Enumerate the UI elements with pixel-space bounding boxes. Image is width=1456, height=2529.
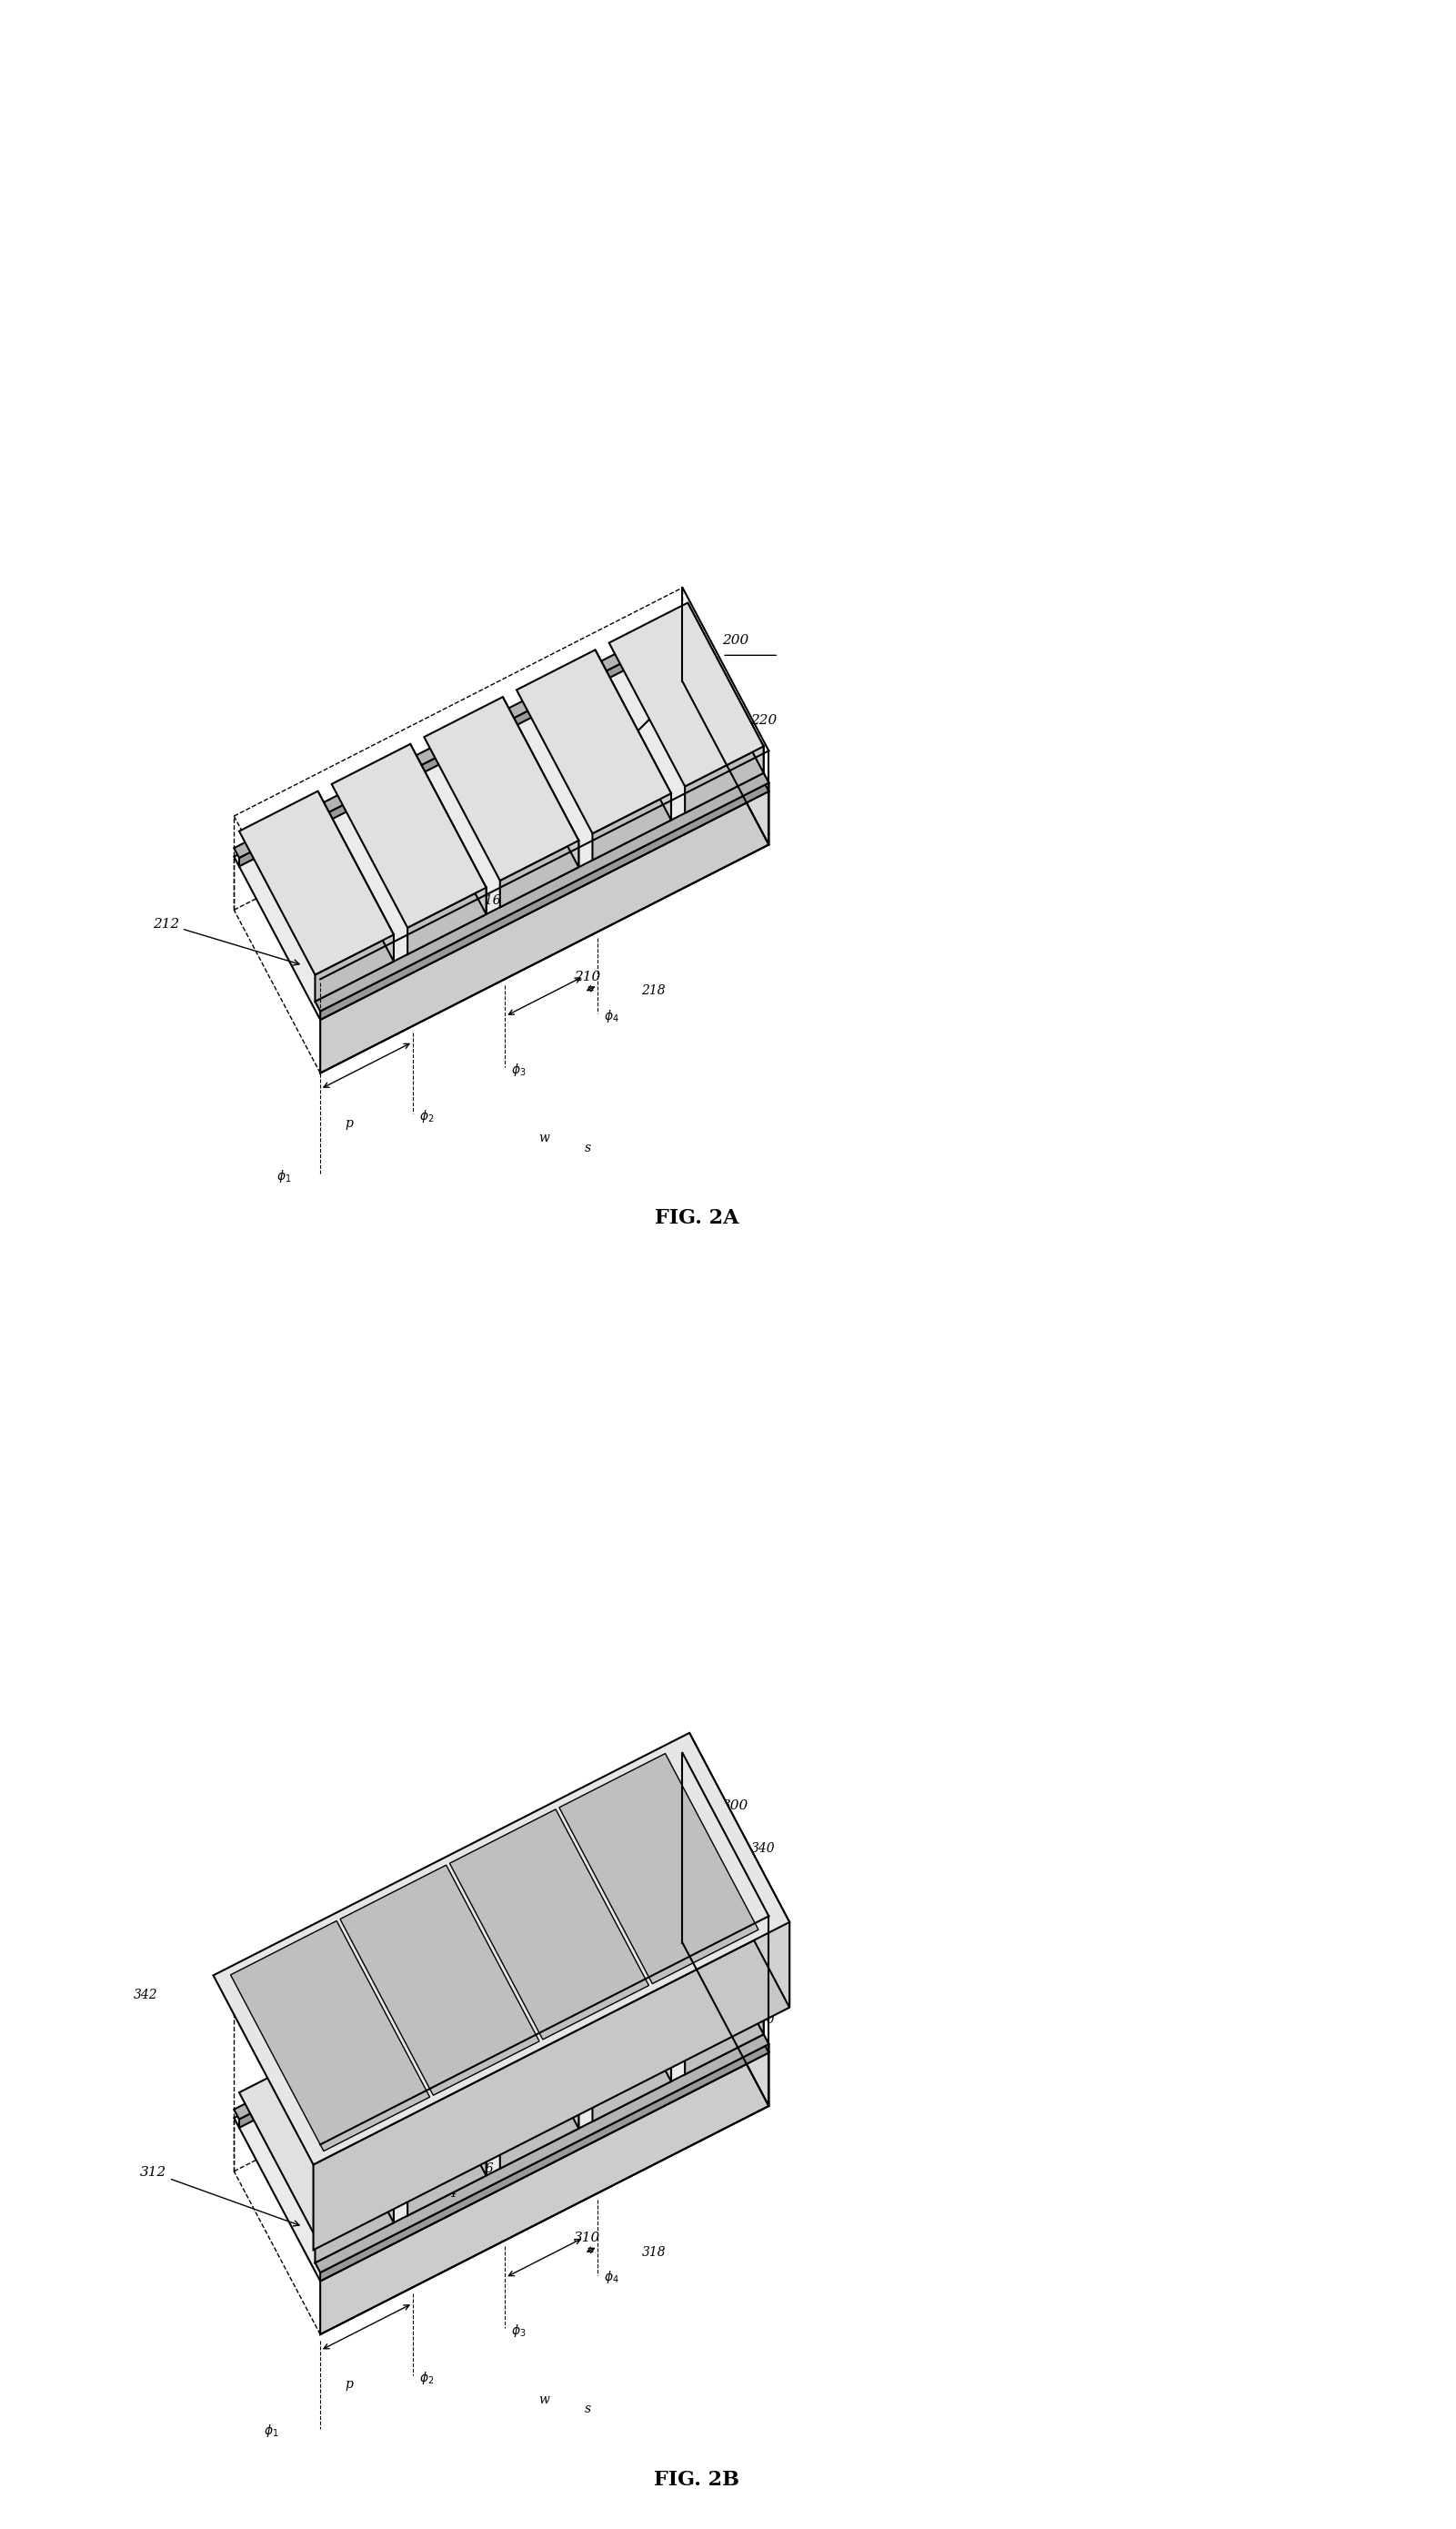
Polygon shape bbox=[320, 2043, 769, 2281]
Text: 318: 318 bbox=[642, 2246, 665, 2258]
Polygon shape bbox=[239, 1892, 687, 2127]
Text: $\phi_1$: $\phi_1$ bbox=[264, 2423, 278, 2440]
Polygon shape bbox=[683, 627, 769, 845]
Polygon shape bbox=[684, 2008, 763, 2074]
Polygon shape bbox=[341, 1864, 539, 2097]
Polygon shape bbox=[234, 627, 769, 1019]
Text: w: w bbox=[539, 2392, 549, 2405]
Text: 348: 348 bbox=[562, 1942, 670, 1980]
Text: $\phi_3$: $\phi_3$ bbox=[511, 1062, 527, 1077]
Polygon shape bbox=[609, 602, 763, 787]
Text: FIG. 2B: FIG. 2B bbox=[654, 2468, 740, 2489]
Polygon shape bbox=[230, 1922, 430, 2152]
Text: 346: 346 bbox=[453, 1985, 536, 2000]
Text: $\phi_4$: $\phi_4$ bbox=[604, 2269, 619, 2286]
Polygon shape bbox=[317, 792, 393, 961]
Text: p: p bbox=[345, 2377, 352, 2390]
Polygon shape bbox=[408, 888, 486, 953]
Text: 200: 200 bbox=[722, 635, 748, 647]
Text: p: p bbox=[345, 1118, 352, 1130]
Text: 344: 344 bbox=[342, 2005, 414, 2051]
Text: s: s bbox=[584, 2403, 591, 2415]
Polygon shape bbox=[450, 1808, 649, 2038]
Text: $\phi_4$: $\phi_4$ bbox=[604, 1009, 619, 1024]
Text: s: s bbox=[584, 1141, 591, 1153]
Polygon shape bbox=[684, 746, 763, 812]
Text: 300: 300 bbox=[722, 1798, 748, 1811]
Polygon shape bbox=[559, 1753, 759, 1983]
Text: 210: 210 bbox=[574, 971, 600, 984]
Polygon shape bbox=[411, 2005, 486, 2175]
Text: 220: 220 bbox=[751, 713, 778, 726]
Text: 212: 212 bbox=[153, 918, 300, 966]
Polygon shape bbox=[314, 936, 393, 1001]
Text: $\phi_3$: $\phi_3$ bbox=[511, 2322, 527, 2339]
Polygon shape bbox=[517, 650, 671, 835]
Polygon shape bbox=[596, 650, 671, 819]
Polygon shape bbox=[502, 698, 578, 867]
Polygon shape bbox=[332, 744, 486, 928]
Text: 214: 214 bbox=[411, 837, 470, 926]
Polygon shape bbox=[609, 1864, 763, 2048]
Polygon shape bbox=[517, 1912, 671, 2094]
Text: 320: 320 bbox=[751, 2013, 775, 2026]
Polygon shape bbox=[593, 2054, 671, 2122]
Polygon shape bbox=[314, 774, 769, 1012]
Text: 312: 312 bbox=[140, 2167, 300, 2226]
Text: $\phi_2$: $\phi_2$ bbox=[419, 1108, 434, 1125]
Text: 342: 342 bbox=[134, 1988, 157, 2000]
Text: 316: 316 bbox=[470, 2162, 494, 2175]
Polygon shape bbox=[314, 2033, 769, 2274]
Text: $\phi_2$: $\phi_2$ bbox=[419, 2370, 434, 2385]
Text: 218: 218 bbox=[642, 984, 665, 996]
Polygon shape bbox=[332, 2005, 486, 2190]
Polygon shape bbox=[499, 840, 578, 908]
Polygon shape bbox=[424, 1957, 578, 2142]
Polygon shape bbox=[239, 630, 687, 867]
Polygon shape bbox=[320, 784, 769, 1019]
Polygon shape bbox=[596, 1912, 671, 2081]
Polygon shape bbox=[320, 2054, 769, 2334]
Polygon shape bbox=[320, 792, 769, 1072]
Polygon shape bbox=[314, 2195, 393, 2263]
Polygon shape bbox=[593, 794, 671, 860]
Text: w: w bbox=[539, 1133, 549, 1146]
Text: $\phi_1$: $\phi_1$ bbox=[277, 1168, 291, 1184]
Polygon shape bbox=[313, 1922, 789, 2251]
Polygon shape bbox=[317, 2054, 393, 2223]
Polygon shape bbox=[763, 2033, 769, 2054]
Polygon shape bbox=[239, 792, 393, 974]
Polygon shape bbox=[499, 2102, 578, 2167]
Polygon shape bbox=[687, 1864, 763, 2033]
Polygon shape bbox=[690, 1732, 789, 2008]
Polygon shape bbox=[234, 1889, 769, 2281]
Text: 216: 216 bbox=[476, 895, 501, 908]
Text: 340: 340 bbox=[751, 1841, 775, 1854]
Polygon shape bbox=[408, 2150, 486, 2215]
Polygon shape bbox=[683, 1882, 687, 1899]
Text: 314: 314 bbox=[409, 2099, 459, 2200]
Polygon shape bbox=[239, 2054, 393, 2236]
Polygon shape bbox=[424, 698, 578, 880]
Polygon shape bbox=[213, 1732, 789, 2165]
Polygon shape bbox=[234, 1882, 687, 2119]
Polygon shape bbox=[763, 774, 769, 792]
Polygon shape bbox=[502, 1957, 578, 2129]
Polygon shape bbox=[411, 744, 486, 915]
Text: 310: 310 bbox=[574, 2231, 600, 2243]
Polygon shape bbox=[234, 620, 687, 857]
Polygon shape bbox=[683, 1889, 769, 2107]
Polygon shape bbox=[687, 602, 763, 774]
Text: FIG. 2A: FIG. 2A bbox=[655, 1209, 738, 1229]
Polygon shape bbox=[683, 620, 687, 637]
